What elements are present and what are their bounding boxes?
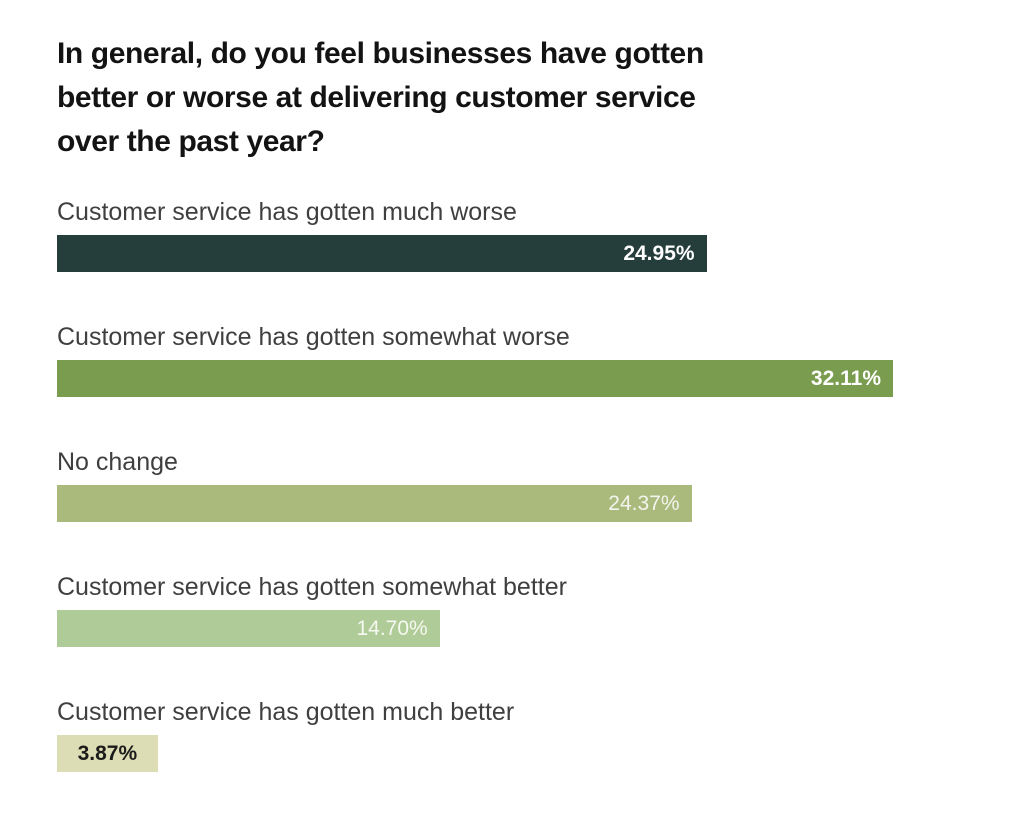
- bar: 3.87%: [57, 735, 158, 772]
- survey-bar-chart: In general, do you feel businesses have …: [57, 32, 1024, 772]
- category-label: Customer service has gotten much better: [57, 698, 515, 726]
- bar-row: Customer service has gotten somewhat bet…: [57, 572, 893, 647]
- bar-row: Customer service has gotten somewhat wor…: [57, 322, 893, 397]
- bar-rows: Customer service has gotten much worse 2…: [57, 197, 893, 772]
- chart-title-line-3: over the past year?: [57, 125, 325, 158]
- bar: 24.95%: [57, 235, 707, 272]
- category-label: No change: [57, 448, 178, 476]
- value-label: 32.11%: [810, 367, 881, 390]
- bar: 24.37%: [57, 485, 692, 522]
- bar: 14.70%: [57, 610, 440, 647]
- value-label: 3.87%: [77, 742, 138, 765]
- bar-row: No change 24.37%: [57, 447, 893, 522]
- bar-row: Customer service has gotten much worse 2…: [57, 197, 893, 272]
- chart-title: In general, do you feel businesses have …: [57, 32, 1024, 164]
- category-label: Customer service has gotten somewhat wor…: [57, 323, 570, 351]
- bar: 32.11%: [57, 360, 893, 397]
- value-label: 14.70%: [356, 617, 428, 640]
- category-label: Customer service has gotten much worse: [57, 198, 517, 226]
- bar-row: Customer service has gotten much better …: [57, 697, 893, 772]
- chart-title-line-1: In general, do you feel businesses have …: [57, 37, 704, 70]
- category-label: Customer service has gotten somewhat bet…: [57, 573, 567, 601]
- chart-title-line-2: better or worse at delivering customer s…: [57, 81, 696, 114]
- value-label: 24.37%: [608, 492, 680, 515]
- value-label: 24.95%: [623, 242, 695, 265]
